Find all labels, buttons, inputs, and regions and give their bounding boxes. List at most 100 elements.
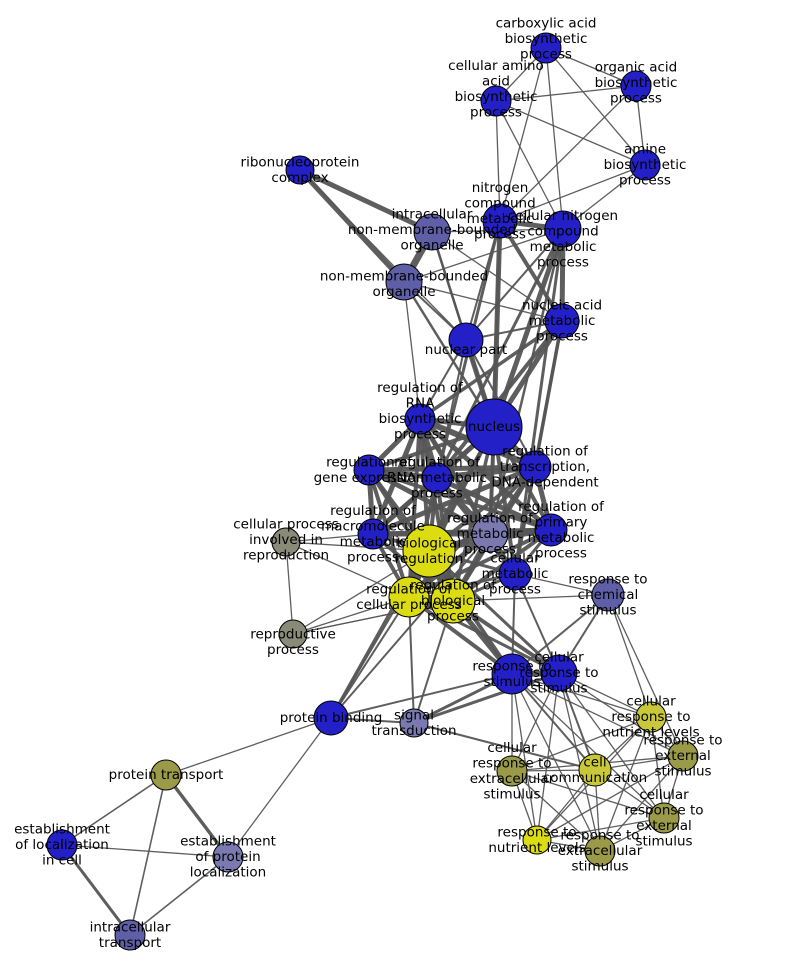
graph-edge [545, 47, 637, 87]
graph-node-cellular-amino-acid-biosynthetic-process[interactable] [480, 85, 512, 117]
graph-edge [165, 717, 332, 776]
graph-node-cellular-response-to-external-stimulus[interactable] [648, 802, 680, 834]
graph-edge [164, 773, 230, 859]
graph-node-amine-biosynthetic-process[interactable] [629, 149, 661, 181]
graph-edge [292, 550, 430, 635]
graph-edge [431, 231, 563, 322]
graph-node-cell-communication[interactable] [578, 753, 612, 787]
graph-edge [511, 716, 652, 772]
graph-node-response-to-chemical-stimulus[interactable] [591, 578, 625, 612]
graph-node-regulation-of-rna-metabolic-process[interactable] [421, 462, 453, 494]
graph-node-ribonucleoprotein-complex[interactable] [285, 155, 315, 185]
graph-node-organic-acid-biosynthetic-process[interactable] [620, 70, 652, 102]
graph-node-protein-binding[interactable] [313, 700, 349, 736]
graph-node-response-to-nutrient-levels[interactable] [522, 825, 552, 855]
graph-edge [499, 164, 646, 222]
graph-node-cellular-nitrogen-compound-metabolic-process[interactable] [544, 210, 582, 248]
graph-edge [408, 596, 415, 724]
graph-node-cellular-process-involved-in-reproduction[interactable] [271, 527, 301, 557]
graph-edge [367, 467, 492, 537]
graph-node-nucleic-acid-metabolic-process[interactable] [544, 303, 580, 339]
graph-edge [511, 770, 601, 852]
graph-edge [419, 319, 563, 421]
graph-edge [511, 770, 665, 819]
graph-edge [435, 475, 553, 533]
graph-edge [536, 755, 684, 841]
edge-layer [60, 47, 684, 936]
graph-node-intracellular-transport[interactable] [114, 919, 146, 951]
graph-node-nuclear-part[interactable] [448, 322, 484, 358]
graph-edge [330, 673, 513, 719]
graph-edge [330, 533, 491, 719]
graph-edge [536, 817, 665, 841]
graph-edge [407, 595, 514, 676]
graph-edge [413, 722, 596, 771]
graph-edge [368, 464, 536, 473]
graph-edge [61, 844, 229, 858]
graph-node-nucleus[interactable] [465, 398, 523, 456]
graph-edge [403, 228, 564, 283]
graph-edge [545, 47, 564, 230]
graph-edge [495, 100, 646, 166]
graph-node-establishment-of-protein-localization[interactable] [212, 841, 244, 873]
graph-node-regulation-of-biological-process[interactable] [430, 578, 476, 624]
graph-edge [607, 594, 652, 718]
node-layer [46, 32, 699, 951]
graph-edge [607, 594, 684, 757]
graph-node-response-to-stimulus[interactable] [491, 653, 533, 695]
graph-edge [285, 541, 410, 598]
graph-node-response-to-extracellular-stimulus[interactable] [584, 835, 616, 867]
graph-node-protein-transport[interactable] [150, 759, 182, 791]
graph-edge [650, 716, 665, 819]
graph-edge [227, 717, 332, 858]
graph-edge [495, 100, 501, 222]
graph-node-response-to-external-stimulus[interactable] [667, 740, 699, 772]
graph-edge [60, 844, 132, 936]
graph-edge [495, 85, 637, 102]
graph-edge [465, 228, 564, 341]
graph-edge [495, 100, 564, 230]
graph-node-carboxylic-acid-biosynthetic-process[interactable] [530, 32, 562, 64]
graph-node-regulation-of-metabolic-process[interactable] [471, 515, 509, 553]
graph-node-non-membrane-bounded-organelle[interactable] [385, 263, 423, 301]
graph-edge [452, 594, 609, 602]
graph-edge [413, 671, 560, 725]
graph-node-establishment-of-localization-in-cell[interactable] [46, 829, 78, 861]
graph-node-signal-transduction[interactable] [399, 708, 429, 738]
graph-edge [558, 672, 684, 757]
graph-edge [511, 673, 665, 819]
graph-node-cellular-metabolic-process[interactable] [498, 557, 532, 591]
graph-edge [298, 167, 434, 235]
graph-node-regulation-of-transcription-dna-dependent[interactable] [518, 450, 552, 484]
graph-edge [499, 47, 547, 222]
graph-node-cellular-response-to-nutrient-levels[interactable] [635, 701, 667, 733]
graph-edge [511, 594, 609, 675]
graph-node-intracellular-non-membrane-bounded-organelle[interactable] [413, 213, 451, 251]
graph-edge [511, 673, 538, 841]
graph-edge [285, 541, 294, 635]
graph-node-regulation-of-primary-metabolic-process[interactable] [534, 513, 568, 547]
graph-edge [403, 281, 421, 420]
graph-node-cellular-response-to-extracellular-stimulus[interactable] [496, 755, 528, 787]
graph-node-regulation-of-cellular-process[interactable] [388, 576, 430, 618]
graph-edge [511, 673, 601, 852]
graph-edge [408, 595, 560, 675]
graph-edge [403, 281, 563, 322]
graph-edge [129, 856, 229, 936]
graph-node-biological-regulation[interactable] [402, 524, 456, 578]
graph-edge [558, 672, 601, 852]
graph-edge [370, 418, 423, 535]
graph-edge [599, 755, 684, 852]
graph-node-regulation-of-gene-expression[interactable] [353, 454, 385, 486]
graph-edge [129, 774, 167, 936]
graph-edge [511, 673, 596, 771]
graph-node-regulation-of-macromolecule-metabolic-process[interactable] [357, 518, 389, 550]
graph-node-reproductive-process[interactable] [278, 619, 308, 649]
graph-node-nitrogen-compound-metabolic-process[interactable] [482, 203, 518, 239]
graph-edge [299, 169, 467, 341]
graph-edge [599, 716, 652, 852]
graph-edge [61, 774, 167, 846]
graph-node-cellular-response-to-stimulus[interactable] [540, 654, 578, 692]
graph-node-regulation-of-rna-biosynthetic-process[interactable] [404, 403, 436, 435]
